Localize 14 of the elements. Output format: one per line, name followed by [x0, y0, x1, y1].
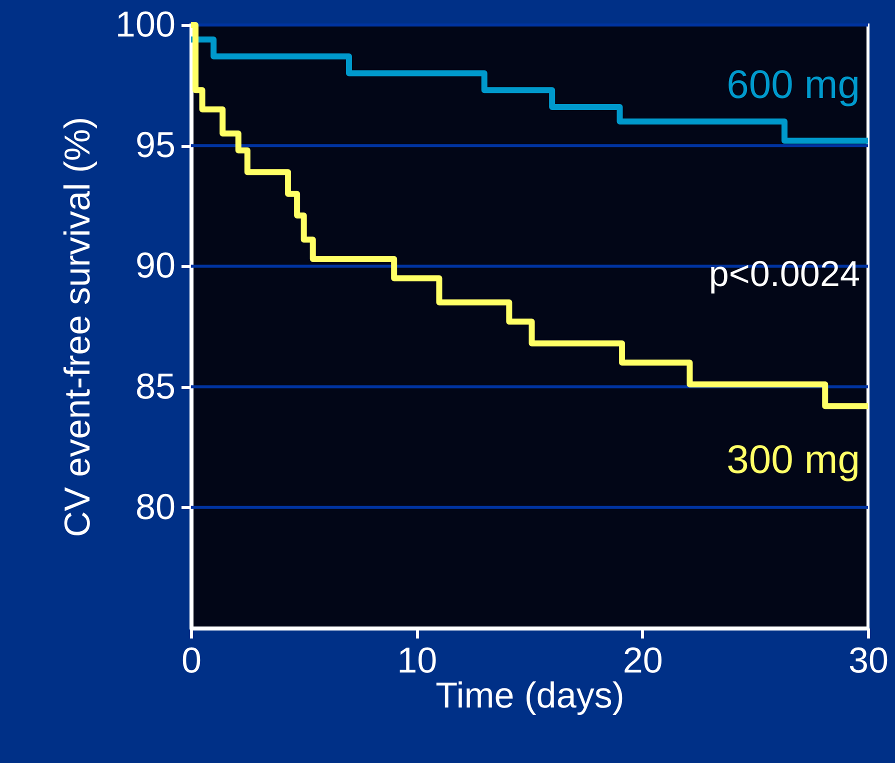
y-tick-label: 95 — [135, 124, 176, 166]
x-tick-label: 30 — [848, 640, 889, 680]
x-tick-label: 10 — [397, 640, 438, 680]
y-tick-label: 90 — [135, 244, 176, 286]
y-tick-label: 80 — [135, 486, 176, 527]
x-tick-label: 0 — [181, 640, 202, 680]
y-axis-title: CV event-free survival (%) — [56, 116, 98, 538]
y-tick-label: 100 — [115, 4, 176, 44]
y-tick-label: 85 — [135, 365, 176, 406]
x-axis-title: Time (days) — [436, 674, 624, 716]
series-label: 300 mg — [726, 438, 860, 482]
series-label: 600 mg — [726, 62, 860, 107]
x-tick-label: 20 — [622, 640, 663, 680]
annotation: p<0.0024 — [708, 253, 860, 294]
